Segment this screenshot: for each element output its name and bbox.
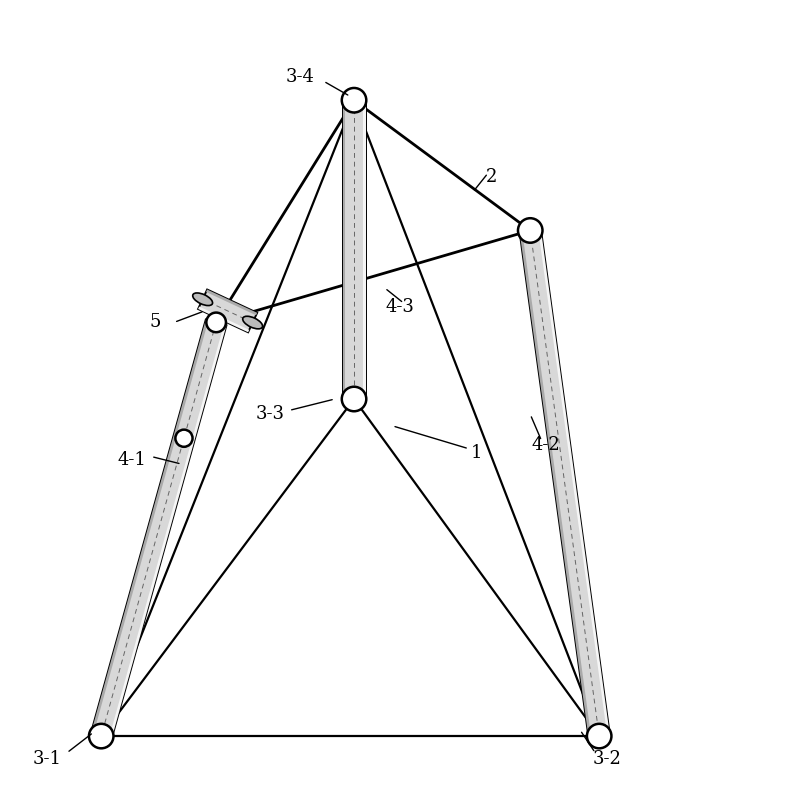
Polygon shape xyxy=(206,290,257,315)
Text: 5: 5 xyxy=(149,314,161,331)
Polygon shape xyxy=(198,306,250,332)
Text: 4-3: 4-3 xyxy=(386,298,414,316)
Circle shape xyxy=(89,724,114,749)
Text: 1: 1 xyxy=(471,444,482,461)
Polygon shape xyxy=(91,319,208,734)
Circle shape xyxy=(175,429,193,447)
Text: 4-2: 4-2 xyxy=(531,436,560,454)
Polygon shape xyxy=(342,101,346,399)
Polygon shape xyxy=(520,231,591,737)
Ellipse shape xyxy=(193,293,213,306)
Text: 3-1: 3-1 xyxy=(33,750,62,768)
Polygon shape xyxy=(362,101,366,399)
Circle shape xyxy=(342,88,366,113)
Polygon shape xyxy=(538,229,610,735)
Circle shape xyxy=(342,387,366,411)
Text: 3-3: 3-3 xyxy=(255,405,284,423)
Text: 2: 2 xyxy=(486,168,498,186)
Circle shape xyxy=(206,313,226,332)
Polygon shape xyxy=(342,101,366,399)
Circle shape xyxy=(587,724,611,749)
Polygon shape xyxy=(198,290,257,332)
Polygon shape xyxy=(520,229,610,737)
Polygon shape xyxy=(91,319,226,739)
Ellipse shape xyxy=(242,316,262,329)
Text: 4-1: 4-1 xyxy=(118,452,146,469)
Text: 3-2: 3-2 xyxy=(593,750,622,768)
Text: 3-4: 3-4 xyxy=(286,69,315,86)
Polygon shape xyxy=(109,325,226,739)
Circle shape xyxy=(518,218,542,243)
